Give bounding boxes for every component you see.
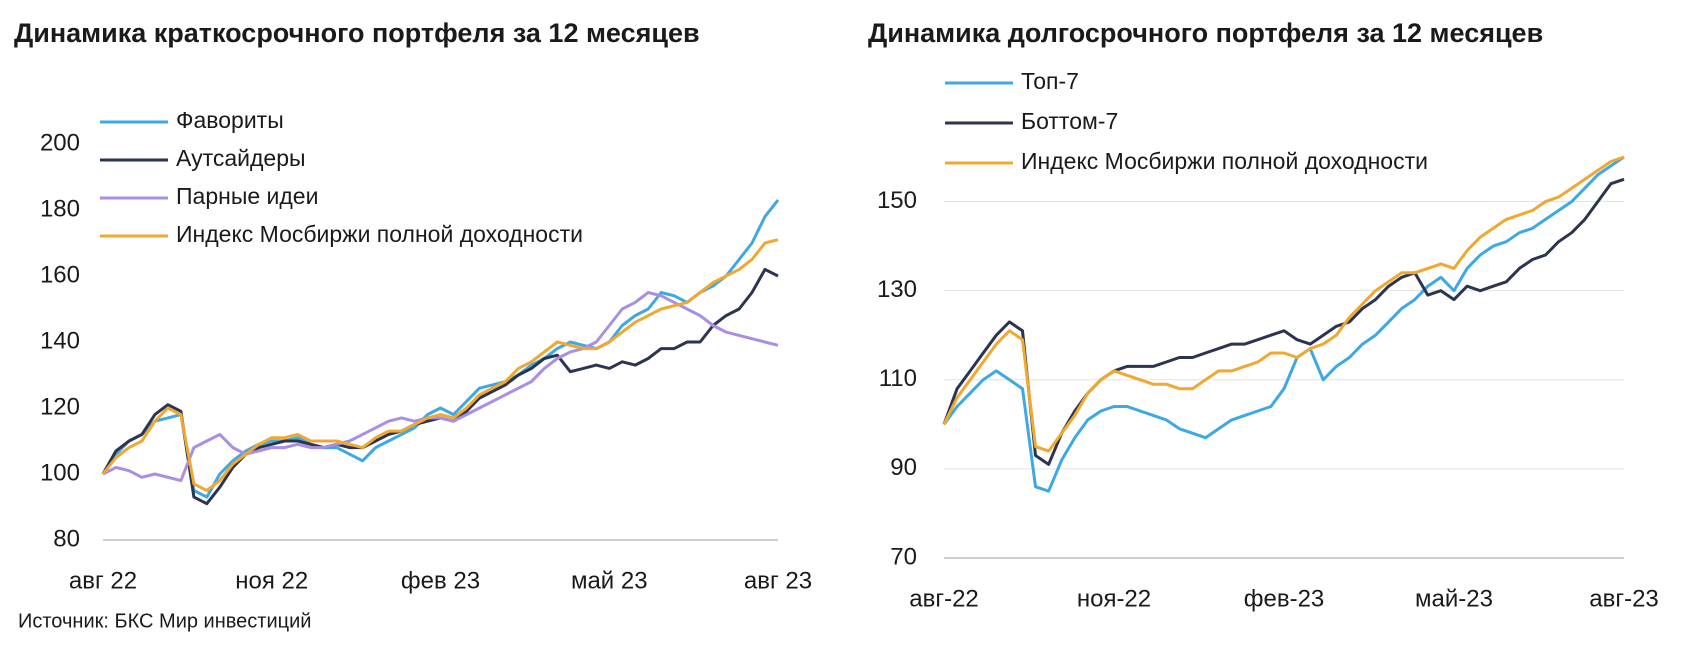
y-tick-label: 70	[890, 543, 917, 570]
source-note: Источник: БКС Мир инвестиций	[18, 610, 311, 632]
x-tick-label: фев 23	[401, 567, 480, 594]
y-tick-label: 100	[40, 459, 80, 486]
x-tick-label: май 23	[571, 567, 648, 594]
legend-label: Индекс Мосбиржи полной доходности	[176, 221, 583, 247]
x-tick-label: ноя 22	[235, 567, 308, 594]
legend-label: Боттом-7	[1021, 108, 1118, 134]
series-line	[942, 177, 1625, 466]
legend-label: Индекс Мосбиржи полной доходности	[1021, 148, 1428, 174]
x-tick-label: авг 22	[69, 567, 137, 594]
y-tick-label: 130	[877, 276, 917, 303]
x-tick-label: фев-23	[1244, 585, 1325, 612]
x-tick-label: ноя-22	[1077, 585, 1151, 612]
legend-label: Парные идеи	[176, 183, 318, 209]
legend-label: Аутсайдеры	[176, 145, 306, 171]
chart-title: Динамика краткосрочного портфеля за 12 м…	[14, 18, 700, 48]
y-tick-label: 140	[40, 327, 80, 354]
y-tick-label: 200	[40, 129, 80, 156]
y-tick-label: 150	[877, 187, 917, 214]
y-tick-label: 110	[879, 365, 917, 392]
y-tick-label: 160	[40, 261, 80, 288]
series-line	[942, 155, 1625, 493]
x-tick-label: май-23	[1415, 585, 1493, 612]
x-tick-label: авг-23	[1589, 585, 1659, 612]
x-tick-label: авг 23	[744, 567, 812, 594]
series-line	[942, 155, 1625, 453]
series-line	[101, 238, 779, 492]
y-tick-label: 80	[53, 525, 80, 552]
series-line	[101, 199, 780, 499]
legend-label: Топ-7	[1021, 68, 1079, 94]
y-tick-label: 180	[40, 195, 80, 222]
chart-title: Динамика долгосрочного портфеля за 12 ме…	[868, 18, 1543, 48]
series-line	[102, 291, 779, 483]
y-tick-label: 90	[890, 454, 917, 481]
x-tick-label: авг-22	[909, 585, 979, 612]
legend-label: Фавориты	[176, 107, 284, 133]
y-tick-label: 120	[40, 393, 80, 420]
